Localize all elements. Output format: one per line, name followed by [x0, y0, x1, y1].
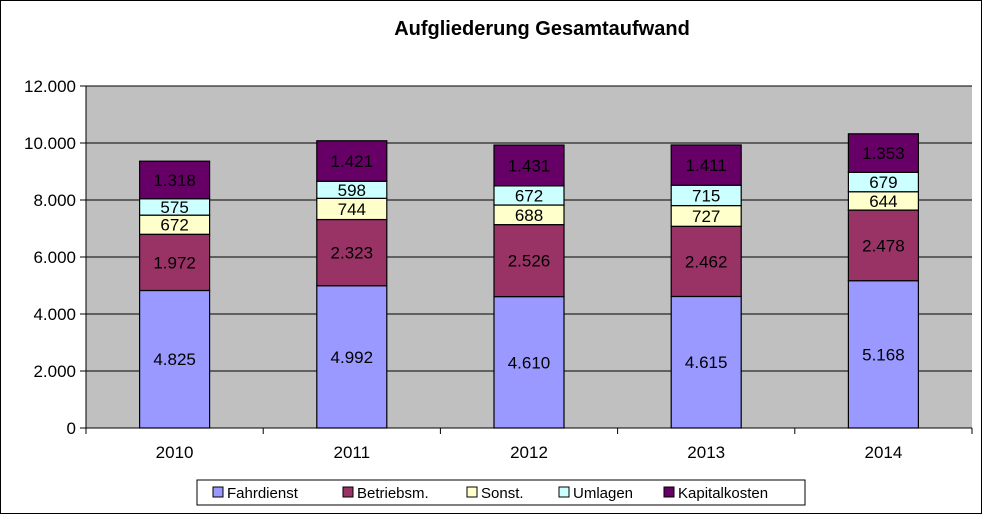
bar-segment	[847, 133, 920, 173]
data-label: 2.526	[508, 252, 551, 271]
bar-segment	[139, 233, 211, 292]
bar-segment	[316, 140, 388, 182]
data-label: 744	[338, 200, 366, 219]
data-label: 2.323	[331, 244, 374, 263]
x-tick-label: 2014	[864, 443, 902, 462]
data-label: 672	[160, 216, 188, 235]
data-label: 672	[515, 186, 543, 205]
data-label: 1.318	[153, 171, 196, 190]
data-label: 715	[692, 186, 720, 205]
bars: 4.8251.9726725751.3184.9922.3237445981.4…	[139, 133, 920, 429]
chart-title: Aufgliederung Gesamtaufwand	[394, 18, 690, 40]
bar-segment	[493, 296, 565, 429]
bar-segment	[493, 144, 565, 187]
legend-swatch	[663, 486, 675, 498]
data-label: 1.353	[862, 144, 905, 163]
data-label: 575	[160, 198, 188, 217]
data-label: 4.825	[153, 350, 196, 369]
legend-label: Fahrdienst	[227, 485, 299, 502]
bar-segment	[670, 144, 742, 186]
data-label: 644	[869, 192, 897, 211]
legend-label: Betriebsm.	[357, 485, 429, 502]
legend-swatch	[212, 486, 224, 498]
x-tick-label: 2012	[510, 443, 548, 462]
data-label: 4.992	[331, 348, 374, 367]
bar-segment	[670, 225, 742, 298]
data-label: 727	[692, 207, 720, 226]
bar-segment	[139, 160, 211, 200]
bar-segment	[670, 295, 742, 429]
x-tick-label: 2011	[334, 443, 371, 462]
bar-segment	[139, 289, 211, 429]
data-label: 679	[869, 173, 897, 192]
legend-swatch	[342, 486, 354, 498]
bar-segment	[493, 224, 565, 298]
data-label: 4.615	[685, 353, 728, 372]
legend-label: Umlagen	[573, 485, 633, 502]
y-tick-label: 8.000	[33, 191, 76, 210]
x-tick-label: 2013	[687, 443, 725, 462]
data-label: 1.411	[686, 156, 727, 175]
data-label: 2.462	[685, 252, 728, 271]
legend-label: Sonst.	[481, 485, 524, 502]
data-label: 4.610	[508, 353, 551, 372]
y-tick-label: 0	[67, 419, 76, 438]
y-tick-label: 6.000	[33, 248, 76, 267]
y-tick-label: 4.000	[33, 305, 76, 324]
data-label: 5.168	[862, 345, 905, 364]
legend-swatch	[466, 486, 478, 498]
data-label: 2.478	[862, 236, 905, 255]
y-tick-label: 12.000	[24, 77, 76, 96]
data-label: 1.431	[508, 156, 551, 175]
axes: 0 2.000 4.000 6.000 8.000 10.000 12.000 2010 201…	[24, 77, 973, 462]
y-tick-label: 10.000	[24, 134, 76, 153]
y-tick-label: 2.000	[33, 362, 76, 381]
data-label: 1.421	[331, 152, 374, 171]
legend-label: Kapitalkosten	[678, 485, 768, 502]
legend-swatch	[558, 486, 570, 498]
bar-segment	[847, 209, 920, 282]
legend: Fahrdienst Betriebsm. Sonst. Umlagen Kapital…	[196, 479, 806, 506]
legend-box	[196, 479, 806, 506]
data-label: 1.972	[153, 253, 196, 272]
data-label: 598	[338, 181, 366, 200]
x-tick-label: 2010	[156, 443, 194, 462]
bar-segment	[847, 280, 920, 429]
bar-segment	[316, 285, 388, 429]
data-label: 688	[515, 206, 543, 225]
